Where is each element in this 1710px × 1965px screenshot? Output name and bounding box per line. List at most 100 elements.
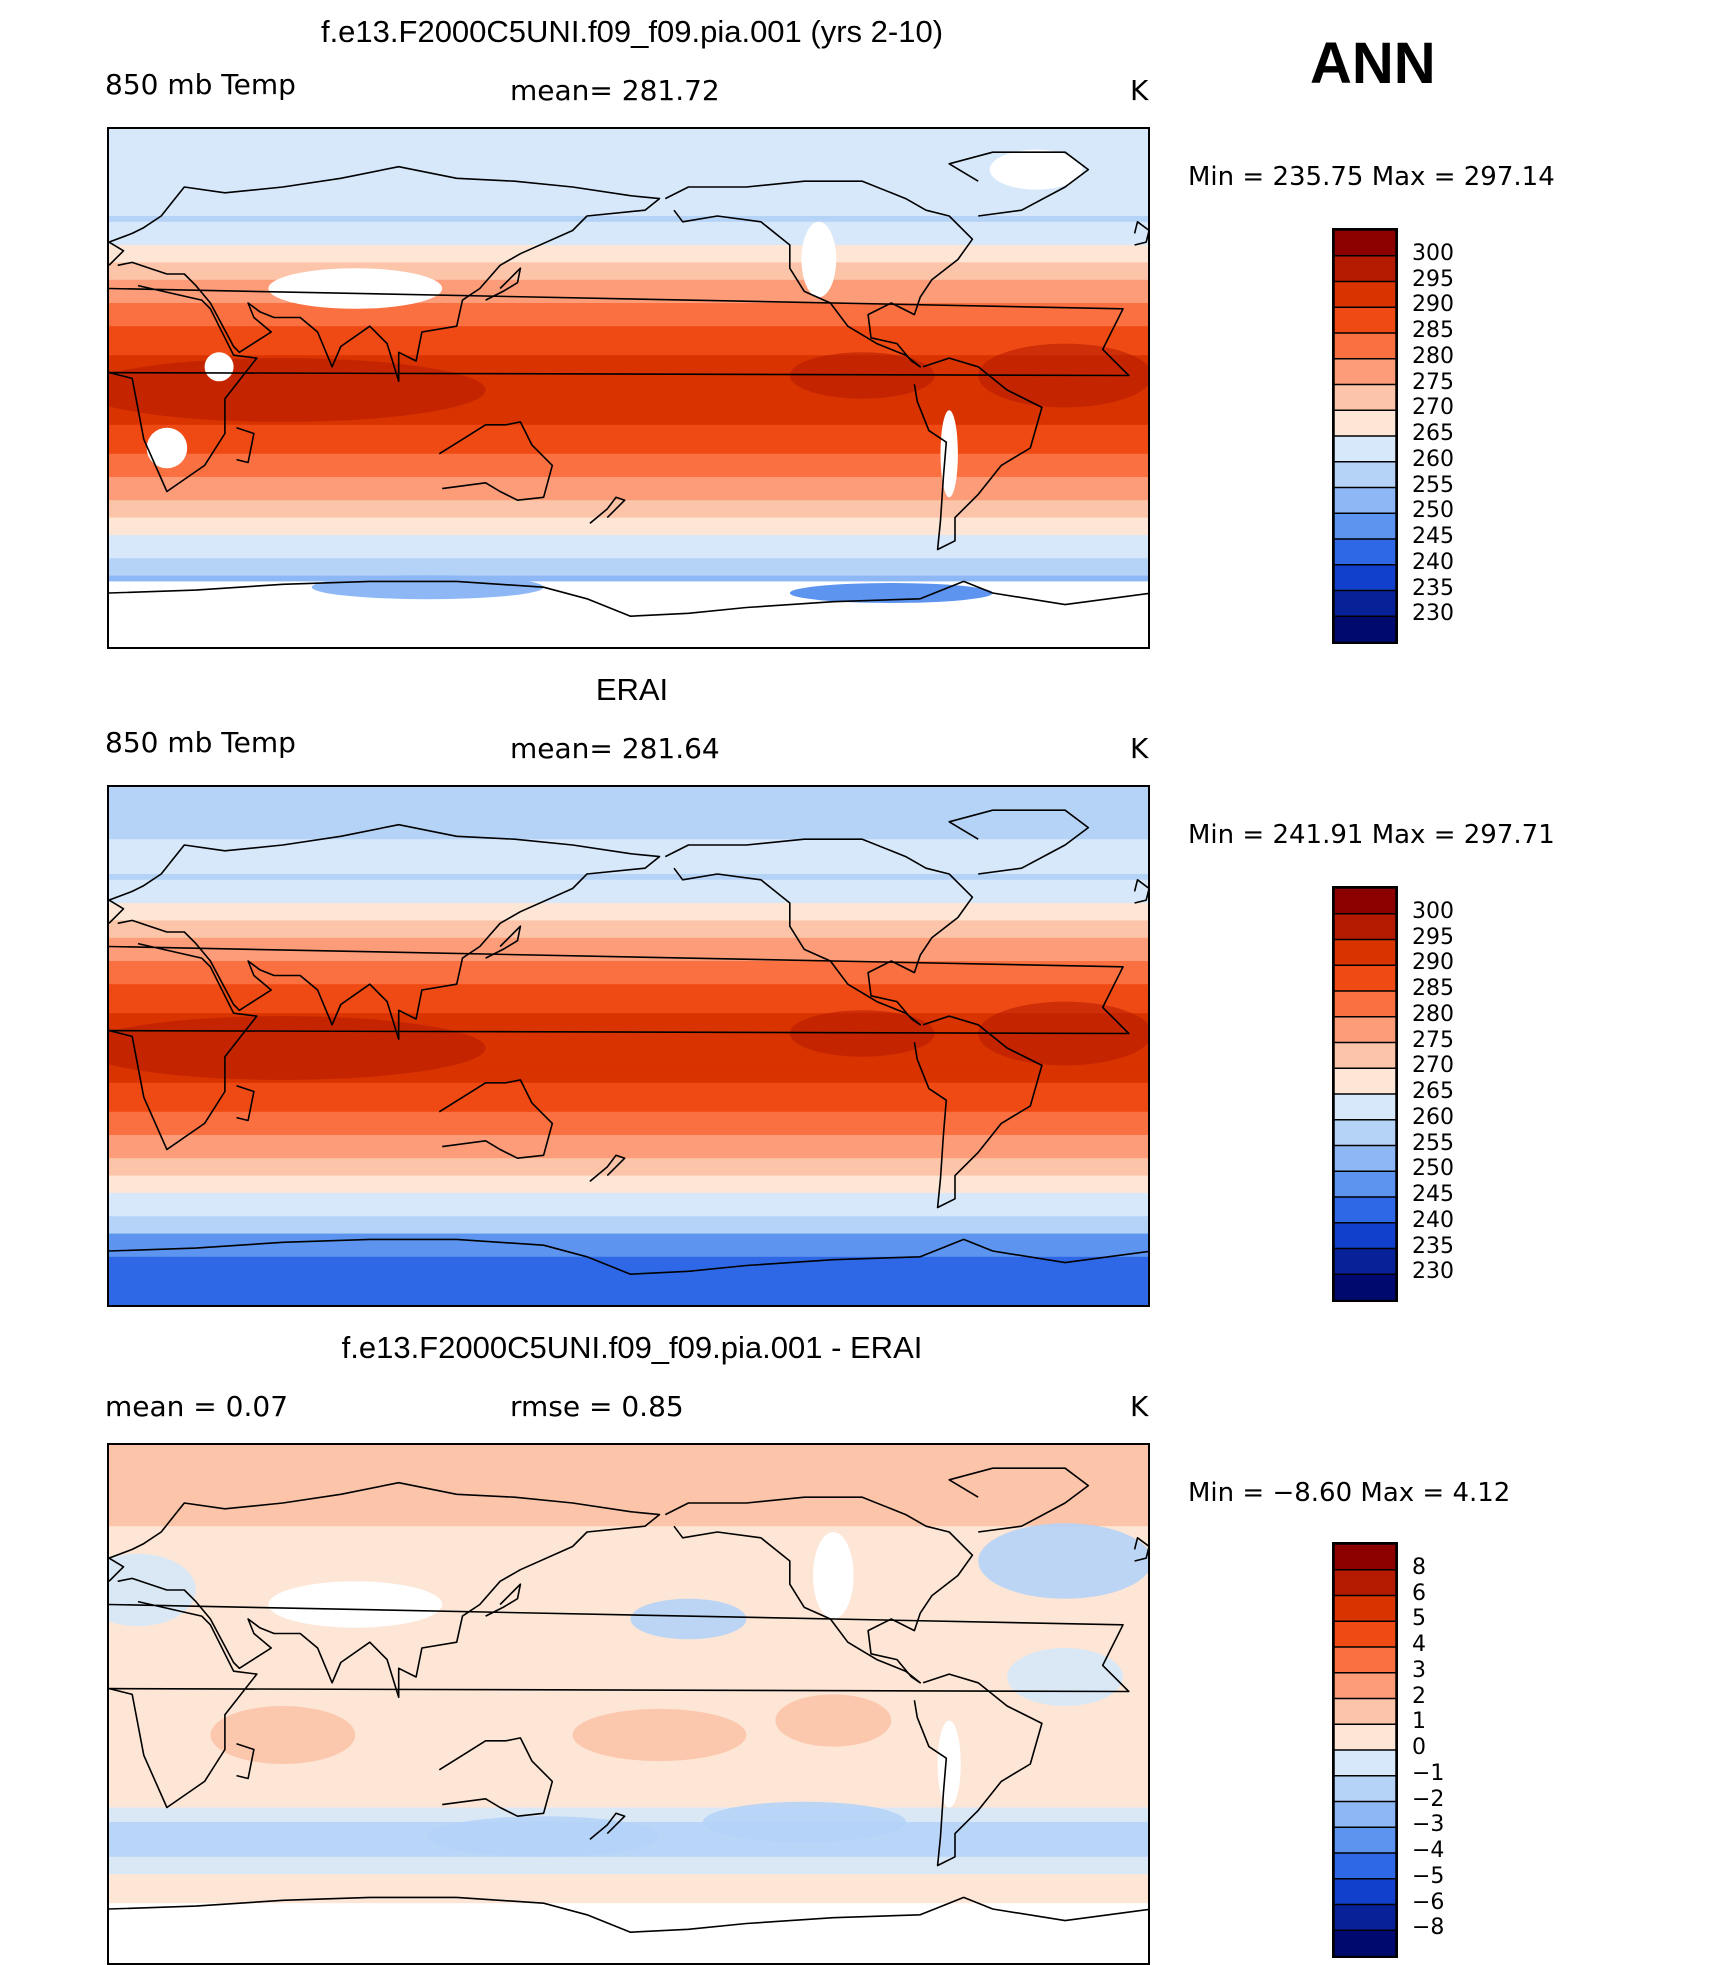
- coastline: [1133, 879, 1148, 904]
- colorbar-tick-label: 230: [1412, 601, 1454, 627]
- colorbar-box: [1334, 255, 1396, 283]
- colorbar-box: [1334, 1672, 1396, 1700]
- colorbar-box: [1334, 486, 1396, 515]
- coastline: [236, 1084, 255, 1122]
- colorbar-tick-label: 0: [1412, 1735, 1426, 1760]
- coastline: [109, 823, 661, 1041]
- colorbar-box: [1334, 409, 1396, 438]
- colorbar-box: [1334, 1594, 1396, 1623]
- coastline: [109, 165, 661, 383]
- colorbar-box: [1334, 461, 1396, 489]
- coastline: [438, 421, 554, 502]
- colorbar-tick-label: 1: [1412, 1709, 1426, 1735]
- colorbar-tick-label: 230: [1412, 1259, 1454, 1285]
- colorbar-box: [1334, 1016, 1396, 1044]
- colorbar-box: [1334, 332, 1396, 360]
- panel-2-min-max: Min = 241.91 Max = 297.71: [1188, 820, 1555, 850]
- colorbar-box: [1334, 1878, 1396, 1906]
- coastline: [485, 1583, 522, 1617]
- colorbar-box: [1334, 1144, 1396, 1173]
- colorbar-tick-label: 270: [1412, 395, 1454, 421]
- colorbar-box: [1334, 1119, 1396, 1147]
- colorbar-box: [1334, 1544, 1396, 1571]
- coastline: [438, 1079, 554, 1160]
- coastline: [948, 1467, 1090, 1533]
- colorbar-box: [1334, 938, 1396, 967]
- season-label: ANN: [1310, 31, 1436, 96]
- colorbar-tick-label: 235: [1412, 1233, 1454, 1259]
- panel-3-rmse-label: rmse = 0.85: [510, 1390, 684, 1423]
- colorbar-tick-label: 265: [1412, 1079, 1454, 1104]
- coastline: [589, 1154, 626, 1183]
- colorbar-tick-label: 285: [1412, 976, 1454, 1001]
- colorbar-box: [1334, 1196, 1396, 1224]
- colorbar-box: [1334, 1170, 1396, 1199]
- coastline: [913, 1673, 1043, 1867]
- coastline: [589, 496, 626, 525]
- panel-1-map: [107, 127, 1150, 649]
- panel-1-mean-label: mean= 281.72: [510, 74, 720, 107]
- coastline: [1133, 221, 1148, 246]
- coastline: [109, 942, 1130, 1151]
- panel-1-title: f.e13.F2000C5UNI.f09_f09.pia.001 (yrs 2-…: [320, 14, 944, 49]
- panel-2-colorbar: [1332, 886, 1398, 1302]
- coastline: [589, 1812, 626, 1841]
- map-field: [109, 787, 1148, 1305]
- panel-2-mean-label: mean= 281.64: [510, 732, 720, 765]
- colorbar-box: [1334, 1749, 1396, 1777]
- colorbar-box: [1334, 1646, 1396, 1674]
- panel-1-units-label: K: [1130, 74, 1149, 107]
- colorbar-box: [1334, 306, 1396, 335]
- colorbar-box: [1334, 564, 1396, 592]
- colorbar-tick-label: 8: [1412, 1554, 1426, 1580]
- colorbar-tick-label: 3: [1412, 1657, 1426, 1683]
- colorbar-tick-label: 245: [1412, 1182, 1454, 1207]
- colorbar-tick-label: 240: [1412, 1207, 1454, 1233]
- coastline: [913, 357, 1043, 551]
- coastlines: [109, 1467, 1148, 1934]
- panel-2-title: ERAI: [595, 672, 669, 707]
- coastline: [664, 838, 974, 1026]
- coastline: [236, 1742, 255, 1780]
- colorbar-tick-label: 275: [1412, 369, 1454, 395]
- colorbar-box: [1334, 1903, 1396, 1932]
- panel-2-map: [107, 785, 1150, 1307]
- colorbar-tick-label: 295: [1412, 924, 1454, 950]
- colorbar-box: [1334, 1697, 1396, 1726]
- colorbar-tick-label: 300: [1412, 240, 1454, 266]
- coastline: [109, 284, 1130, 493]
- coastline: [948, 809, 1090, 875]
- panel-3-map: [107, 1443, 1150, 1965]
- colorbar-box: [1334, 1723, 1396, 1752]
- coastline: [948, 151, 1090, 217]
- coastline: [236, 426, 255, 464]
- colorbar-tick-label: 245: [1412, 524, 1454, 549]
- coastline: [109, 1896, 1148, 1934]
- colorbar-tick-label: −5: [1412, 1863, 1445, 1889]
- panel-3-title: f.e13.F2000C5UNI.f09_f09.pia.001 - ERAI: [341, 1330, 923, 1365]
- colorbar-box: [1334, 888, 1396, 915]
- colorbar-box: [1334, 1826, 1396, 1855]
- colorbar-tick-label: 260: [1412, 446, 1454, 472]
- coastline: [913, 1015, 1043, 1209]
- colorbar-tick-label: 280: [1412, 343, 1454, 369]
- colorbar-tick-label: 5: [1412, 1606, 1426, 1632]
- panel-2-units-label: K: [1130, 732, 1149, 765]
- coastline: [1133, 1537, 1148, 1562]
- coastline: [485, 925, 522, 959]
- colorbar-box: [1334, 1620, 1396, 1649]
- coastline: [109, 580, 1148, 618]
- coastlines: [109, 809, 1148, 1276]
- coastline: [664, 1496, 974, 1684]
- colorbar-tick-label: −4: [1412, 1838, 1445, 1863]
- colorbar-tick-label: 285: [1412, 318, 1454, 343]
- colorbar-tick-label: −6: [1412, 1889, 1445, 1915]
- colorbar-tick-label: 280: [1412, 1001, 1454, 1027]
- colorbar-box: [1334, 1093, 1396, 1121]
- colorbar-tick-label: 290: [1412, 292, 1454, 318]
- colorbar-tick-label: −3: [1412, 1812, 1445, 1838]
- coastlines: [109, 151, 1148, 618]
- map-field: [109, 1445, 1148, 1963]
- colorbar-tick-label: 275: [1412, 1027, 1454, 1053]
- colorbar-box: [1334, 1852, 1396, 1880]
